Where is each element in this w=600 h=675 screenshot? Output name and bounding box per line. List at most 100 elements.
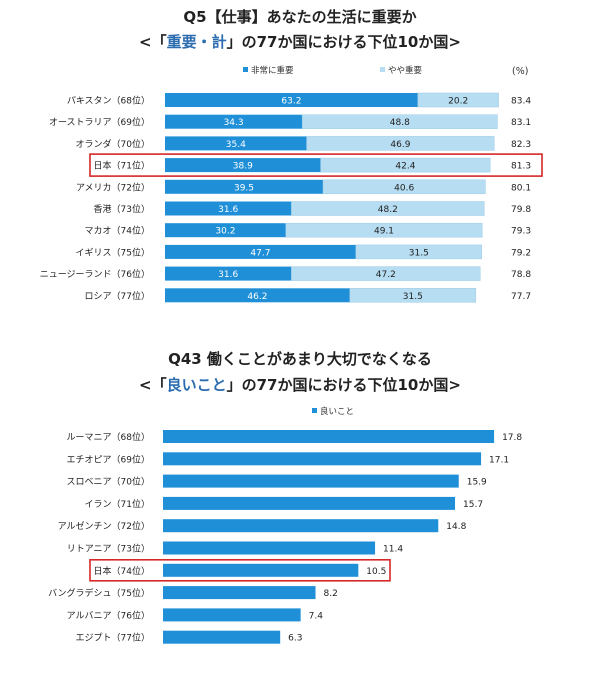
legend-swatch-0 [243, 67, 248, 72]
data-label: 42.4 [395, 162, 415, 172]
data-label: 35.4 [226, 140, 246, 150]
data-label: 30.2 [215, 227, 235, 237]
category-label: ルーマニア（68位） [67, 431, 150, 443]
bar-segment-very-important [165, 93, 418, 107]
category-label: イギリス（75位） [76, 246, 150, 258]
category-label: アルバニア（76位） [67, 609, 150, 621]
bar [163, 474, 459, 488]
category-label: オーストラリア（69位） [49, 116, 150, 128]
chart2-subtitle-post: 」の77か国における下位10か国> [226, 376, 461, 394]
data-label: 17.8 [502, 433, 522, 443]
chart1-subtitle-post: 」の77か国における下位10か国> [226, 33, 461, 51]
data-label: 31.6 [218, 270, 238, 280]
total-label: 83.1 [511, 118, 531, 128]
total-label: 78.8 [511, 270, 531, 280]
total-label: 79.3 [511, 227, 531, 237]
bar-segment-somewhat-important [291, 201, 485, 216]
bar-segment-somewhat-important [349, 288, 477, 303]
bar-segment-very-important [165, 244, 356, 259]
bar-segment-very-important [165, 179, 323, 194]
category-label: アメリカ（72位） [76, 181, 150, 193]
total-label: 83.4 [511, 97, 531, 107]
legend-label-1: やや重要 [388, 65, 423, 76]
category-label: エジプト（77位） [76, 632, 150, 644]
chart2-subtitle-pre: <「 [139, 376, 167, 394]
total-label: 80.1 [511, 183, 531, 193]
category-label: イラン（71位） [85, 498, 150, 510]
chart1-plot: 非常に重要 やや重要 (%) パキスタン（68位） 63.2 20.2 83.4 オーストラリ… [40, 65, 543, 303]
data-label: 7.4 [309, 611, 324, 621]
data-label: 31.6 [218, 205, 238, 215]
bar-segment-somewhat-important [285, 222, 483, 238]
legend-label-0: 非常に重要 [251, 65, 294, 76]
bar-segment-somewhat-important [322, 179, 486, 195]
bar-segment-somewhat-important [291, 266, 481, 281]
data-label: 47.2 [376, 270, 396, 280]
data-label: 34.3 [224, 118, 244, 128]
bar [163, 430, 495, 443]
bar-segment-very-important [165, 223, 286, 238]
bar [163, 541, 376, 555]
category-label: アルゼンチン（72位） [58, 520, 150, 532]
data-label: 39.5 [234, 183, 254, 193]
data-label: 15.9 [467, 478, 487, 488]
total-label: 77.7 [511, 292, 531, 302]
bar [163, 608, 301, 622]
chart2-title: Q43 働くことがあまり大切でなくなる [168, 350, 432, 368]
legend-swatch-0 [312, 408, 317, 413]
chart1-title: Q5【仕事】あなたの生活に重要か [183, 8, 417, 26]
legend-label-0: 良いこと [320, 406, 354, 417]
bar-segment-very-important [165, 201, 292, 216]
highlight-box [89, 153, 543, 177]
data-label: 31.5 [409, 248, 429, 258]
bar-segment-very-important [165, 266, 292, 281]
category-label: 日本（74位） [94, 565, 150, 577]
legend-swatch-1 [380, 67, 385, 72]
bar-segment-somewhat-important [306, 136, 495, 151]
data-label: 17.1 [489, 455, 509, 465]
data-label: 46.9 [390, 140, 410, 150]
data-label: 11.4 [383, 545, 403, 555]
data-label: 8.2 [324, 589, 338, 599]
bar-segment-somewhat-important [301, 114, 498, 129]
data-label: 48.8 [390, 118, 410, 128]
data-label: 14.8 [446, 522, 466, 532]
bar-segment-very-important [165, 288, 350, 303]
bar [163, 452, 482, 466]
bar [163, 630, 281, 644]
data-label: 49.1 [374, 227, 394, 237]
total-label: 79.2 [511, 248, 531, 258]
chart1-subtitle-highlight: 重要・計 [166, 33, 227, 51]
unit-label: (%) [512, 66, 528, 77]
total-label: 81.3 [511, 162, 531, 172]
bar-segment-very-important [165, 158, 321, 173]
category-label: バングラデシュ（75位） [48, 587, 150, 599]
chart1-subtitle-pre: <「 [139, 33, 167, 51]
category-label: ロシア（77位） [85, 290, 150, 302]
data-label: 6.3 [288, 634, 302, 644]
data-label: 15.7 [463, 500, 483, 510]
bar [163, 563, 359, 577]
total-label: 82.3 [511, 140, 531, 150]
bar-segment-somewhat-important [320, 157, 491, 173]
total-label: 79.8 [511, 205, 531, 215]
category-label: オランダ（70位） [76, 138, 150, 150]
data-label: 31.5 [403, 292, 423, 302]
data-label: 10.5 [366, 567, 386, 577]
data-label: 40.6 [394, 183, 414, 193]
bar-segment-very-important [165, 114, 303, 129]
category-label: 日本（71位） [94, 160, 150, 172]
bar [163, 586, 316, 600]
data-label: 47.7 [250, 248, 270, 258]
chart1-subtitle: <「重要・計」の77か国における下位10か国> [0, 31, 600, 52]
category-label: ニュージーランド（76位） [40, 268, 150, 280]
bar-segment-somewhat-important [355, 244, 483, 260]
bar-segment-somewhat-important [417, 92, 499, 108]
data-label: 48.2 [378, 205, 398, 215]
bar [163, 519, 439, 533]
category-label: マカオ（74位） [85, 225, 150, 237]
highlight-box [89, 559, 391, 582]
data-label: 63.2 [281, 97, 301, 107]
category-label: エチオピア（69位） [67, 453, 150, 465]
